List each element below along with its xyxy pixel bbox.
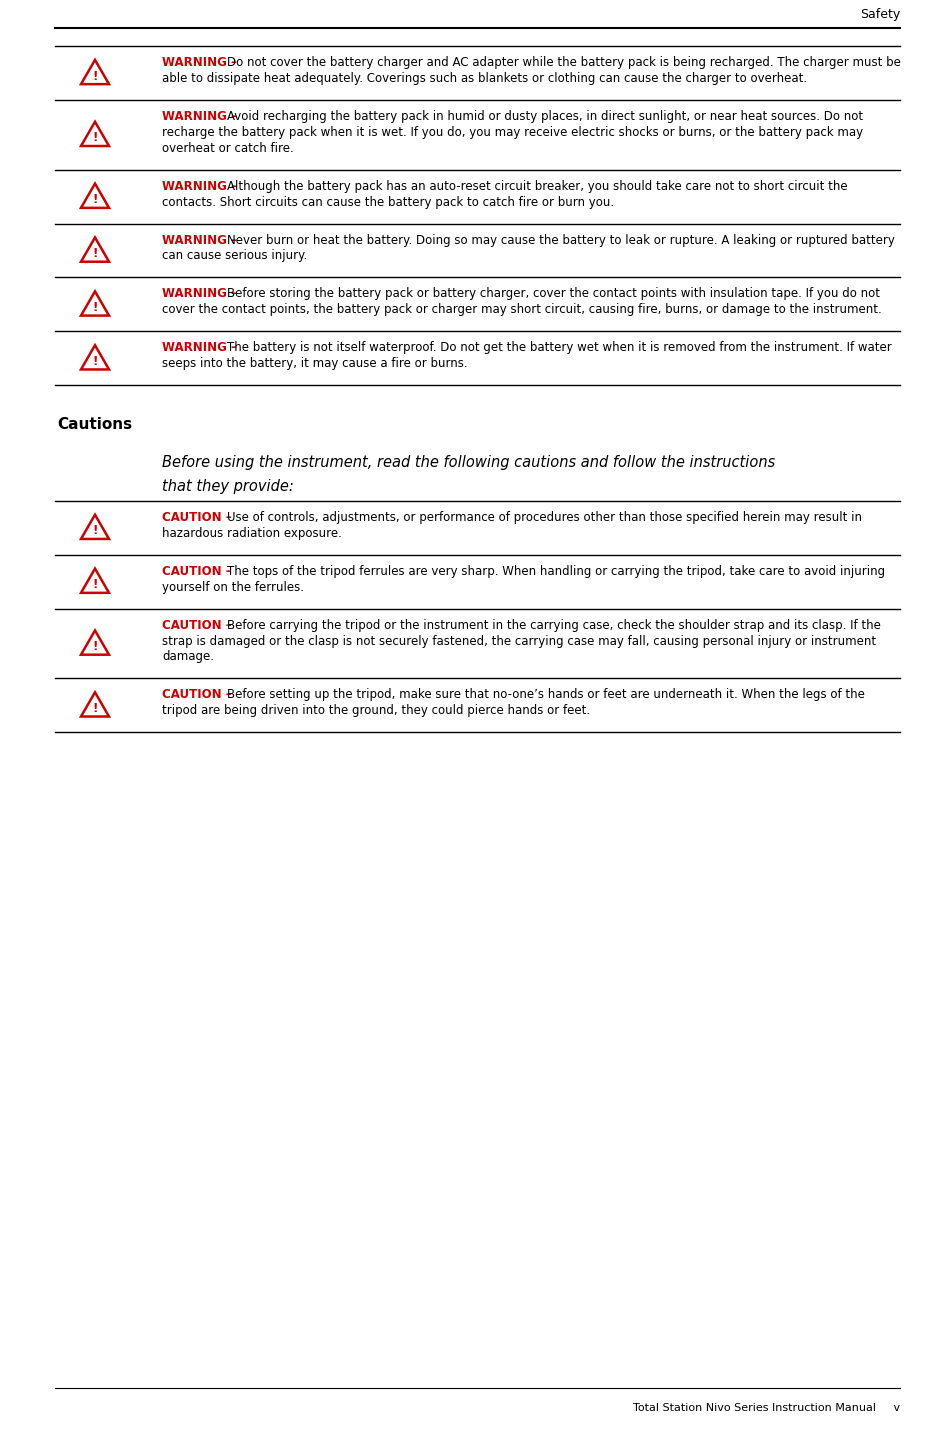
Text: that they provide:: that they provide: [161,479,293,493]
Text: WARNING –: WARNING – [161,110,240,123]
Text: !: ! [92,132,97,144]
Text: The battery is not itself waterproof. Do not get the battery wet when it is remo: The battery is not itself waterproof. Do… [226,342,891,355]
Text: Do not cover the battery charger and AC adapter while the battery pack is being : Do not cover the battery charger and AC … [226,56,900,69]
Text: cover the contact points, the battery pack or charger may short circuit, causing: cover the contact points, the battery pa… [161,303,881,316]
Text: tripod are being driven into the ground, they could pierce hands or feet.: tripod are being driven into the ground,… [161,705,589,718]
Text: Cautions: Cautions [57,418,132,432]
Text: overheat or catch fire.: overheat or catch fire. [161,142,293,154]
Text: !: ! [92,302,97,315]
Text: WARNING –: WARNING – [161,287,240,300]
Text: damage.: damage. [161,651,213,664]
Text: CAUTION –: CAUTION – [161,565,236,578]
Text: !: ! [92,702,97,715]
Text: !: ! [92,578,97,592]
Text: Never burn or heat the battery. Doing so may cause the battery to leak or ruptur: Never burn or heat the battery. Doing so… [226,233,894,246]
Text: Although the battery pack has an auto-reset circuit breaker, you should take car: Although the battery pack has an auto-re… [226,180,846,193]
Text: can cause serious injury.: can cause serious injury. [161,249,307,263]
Text: !: ! [92,247,97,260]
Text: The tops of the tripod ferrules are very sharp. When handling or carrying the tr: The tops of the tripod ferrules are very… [226,565,884,578]
Text: CAUTION –: CAUTION – [161,688,236,701]
Text: CAUTION –: CAUTION – [161,619,236,632]
Text: CAUTION –: CAUTION – [161,511,236,523]
Text: WARNING –: WARNING – [161,342,240,355]
Text: Before carrying the tripod or the instrument in the carrying case, check the sho: Before carrying the tripod or the instru… [226,619,880,632]
Text: hazardous radiation exposure.: hazardous radiation exposure. [161,526,342,539]
Text: Use of controls, adjustments, or performance of procedures other than those spec: Use of controls, adjustments, or perform… [226,511,861,523]
Text: able to dissipate heat adequately. Coverings such as blankets or clothing can ca: able to dissipate heat adequately. Cover… [161,72,806,84]
Text: !: ! [92,355,97,368]
Text: !: ! [92,70,97,83]
Text: WARNING –: WARNING – [161,180,240,193]
Text: !: ! [92,641,97,654]
Text: !: ! [92,525,97,538]
Text: yourself on the ferrules.: yourself on the ferrules. [161,581,303,593]
Text: Safety: Safety [858,7,899,20]
Text: strap is damaged or the clasp is not securely fastened, the carrying case may fa: strap is damaged or the clasp is not sec… [161,635,875,648]
Text: Before using the instrument, read the following cautions and follow the instruct: Before using the instrument, read the fo… [161,455,774,470]
Text: !: ! [92,193,97,206]
Text: Before setting up the tripod, make sure that no-one’s hands or feet are undernea: Before setting up the tripod, make sure … [226,688,864,701]
Text: Avoid recharging the battery pack in humid or dusty places, in direct sunlight, : Avoid recharging the battery pack in hum… [226,110,862,123]
Text: seeps into the battery, it may cause a fire or burns.: seeps into the battery, it may cause a f… [161,358,467,370]
Text: WARNING –: WARNING – [161,56,240,69]
Text: Total Station Nivo Series Instruction Manual     v: Total Station Nivo Series Instruction Ma… [632,1403,899,1413]
Text: WARNING –: WARNING – [161,233,240,246]
Text: recharge the battery pack when it is wet. If you do, you may receive electric sh: recharge the battery pack when it is wet… [161,126,862,139]
Text: contacts. Short circuits can cause the battery pack to catch fire or burn you.: contacts. Short circuits can cause the b… [161,196,613,209]
Text: Before storing the battery pack or battery charger, cover the contact points wit: Before storing the battery pack or batte… [226,287,879,300]
